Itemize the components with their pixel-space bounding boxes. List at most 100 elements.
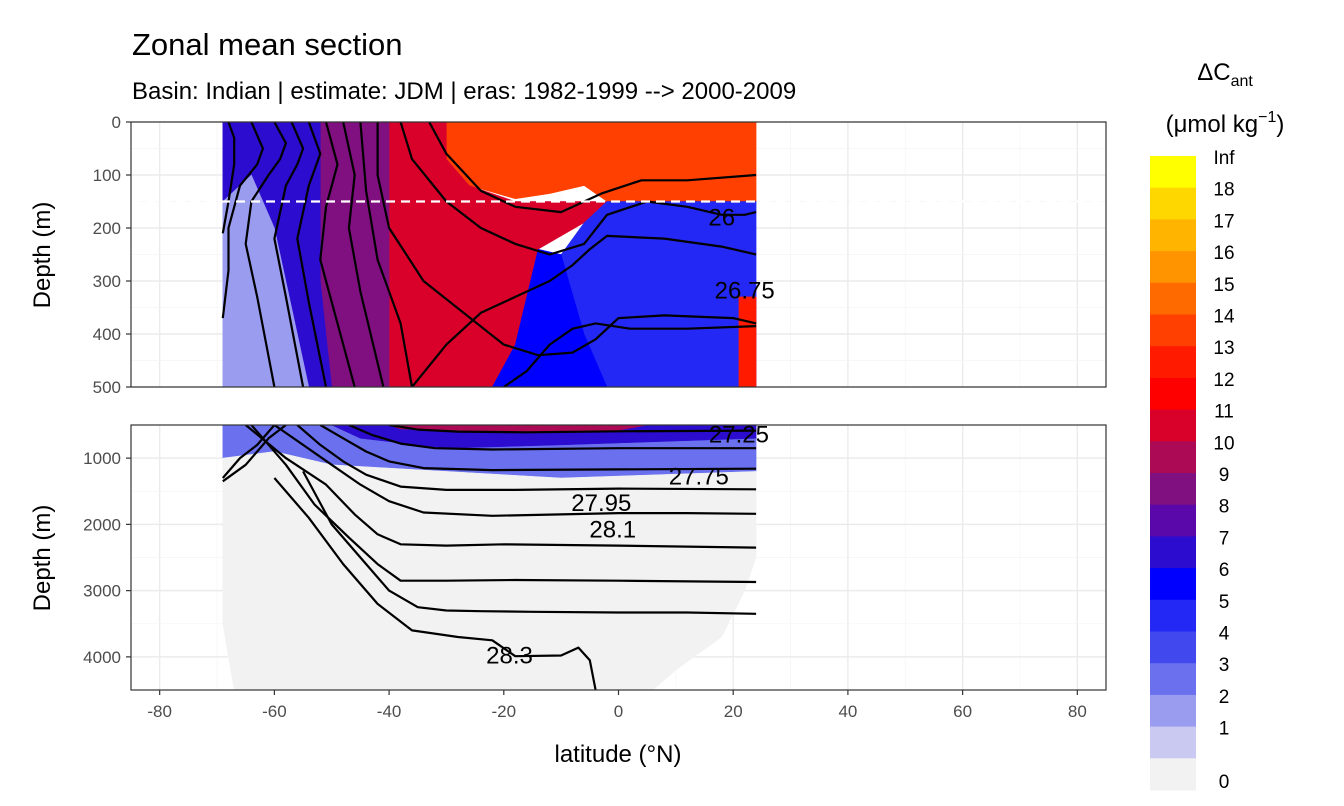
isopycnal-line bbox=[296, 122, 328, 387]
legend-swatch bbox=[1150, 599, 1196, 632]
filled-regions bbox=[222, 425, 757, 690]
legend-label: 6 bbox=[1219, 560, 1230, 581]
legend-swatch bbox=[1150, 187, 1196, 220]
isopycnal-line bbox=[250, 425, 757, 584]
legend-swatch bbox=[1150, 314, 1196, 347]
isopycnal-line bbox=[221, 122, 236, 234]
y-axis-label-lower: Depth (m) bbox=[29, 505, 56, 612]
chart-title: Zonal mean section bbox=[132, 27, 403, 62]
isopycnal-line bbox=[376, 122, 757, 357]
isopycnal-line bbox=[503, 322, 757, 387]
region-level-2 bbox=[222, 174, 310, 387]
legend-swatch bbox=[1150, 726, 1196, 759]
y-tick-label: 3000 bbox=[83, 582, 121, 601]
legend-swatch bbox=[1150, 536, 1196, 569]
legend-label: 0 bbox=[1219, 772, 1230, 793]
legend-swatch bbox=[1150, 156, 1196, 189]
legend-swatch bbox=[1150, 346, 1196, 379]
chart-subtitle: Basin: Indian | estimate: JDM | eras: 19… bbox=[132, 78, 796, 105]
legend-swatch bbox=[1150, 758, 1196, 791]
x-tick-label: 20 bbox=[724, 702, 743, 721]
legend-label: 13 bbox=[1213, 338, 1234, 359]
isopycnal-line bbox=[245, 425, 757, 549]
isopycnal-label: 26.75 bbox=[715, 278, 775, 305]
legend-swatch bbox=[1150, 631, 1196, 664]
isopycnal-line bbox=[411, 234, 757, 387]
x-tick-label: -80 bbox=[147, 702, 172, 721]
y-axis-label-upper: Depth (m) bbox=[29, 202, 56, 309]
legend-label: Inf bbox=[1213, 148, 1235, 169]
panel-border bbox=[130, 121, 1107, 388]
legend-swatch bbox=[1150, 694, 1196, 728]
legend-label: 7 bbox=[1219, 528, 1230, 549]
legend-swatch bbox=[1150, 568, 1196, 601]
isopycnal-label: 27.25 bbox=[709, 421, 769, 448]
isopycnal-line bbox=[302, 470, 757, 615]
region-level-13 bbox=[738, 296, 757, 387]
isopycnal-label: 26 bbox=[708, 204, 735, 231]
legend-swatch bbox=[1150, 409, 1196, 442]
x-axis-label: latitude (°N) bbox=[555, 741, 682, 768]
legend-swatch bbox=[1150, 663, 1196, 696]
legend-label: 14 bbox=[1213, 307, 1235, 328]
legend-swatch bbox=[1150, 282, 1196, 315]
isopycnal-line bbox=[319, 425, 757, 472]
y-tick-label: 500 bbox=[93, 378, 121, 397]
legend-label: 3 bbox=[1219, 655, 1230, 676]
isopycnal-line bbox=[319, 122, 356, 387]
legend-label: 15 bbox=[1213, 275, 1234, 296]
isopycnal-label: 27.95 bbox=[571, 490, 631, 517]
isopycnal-line bbox=[359, 122, 414, 387]
x-tick-label: 60 bbox=[953, 702, 972, 721]
legend-label: 8 bbox=[1219, 497, 1230, 518]
x-tick-label: -60 bbox=[262, 702, 287, 721]
y-tick-label: 1000 bbox=[83, 449, 121, 468]
x-tick-label: -20 bbox=[492, 702, 517, 721]
region-level-6 bbox=[492, 248, 608, 387]
legend-label: 16 bbox=[1213, 243, 1234, 264]
y-tick-label: 4000 bbox=[83, 648, 121, 667]
isopycnal-line bbox=[273, 477, 597, 690]
y-tick-label: 0 bbox=[112, 113, 121, 132]
x-tick-label: 0 bbox=[614, 702, 623, 721]
legend-label: 1 bbox=[1219, 719, 1230, 740]
legend-title: ΔCant bbox=[1197, 59, 1253, 90]
legend-label: 11 bbox=[1214, 402, 1234, 423]
x-tick-label: -40 bbox=[377, 702, 402, 721]
legend-label: 12 bbox=[1213, 370, 1234, 391]
y-tick-label: 2000 bbox=[83, 515, 121, 534]
isopycnal-line bbox=[273, 425, 757, 517]
isopycnal-label: 27.75 bbox=[669, 464, 729, 491]
isopycnal-line bbox=[348, 425, 757, 451]
isopycnal-line bbox=[296, 425, 757, 491]
isopycnal-line bbox=[428, 122, 757, 214]
isopycnal-line bbox=[221, 425, 276, 479]
legend-unit: (μmol kg−1) bbox=[1166, 109, 1285, 138]
legend-swatch bbox=[1150, 504, 1196, 537]
isopycnal-line bbox=[221, 122, 264, 319]
isopycnal-label: 28.3 bbox=[486, 643, 533, 670]
legend-swatch bbox=[1150, 473, 1196, 506]
isopycnal-line bbox=[244, 122, 287, 387]
panel-upper: 26 26.75 0 100 200 300 400 500 bbox=[93, 113, 1107, 397]
legend-label: 18 bbox=[1213, 180, 1234, 201]
legend-label: 17 bbox=[1213, 211, 1234, 232]
legend-label: 2 bbox=[1219, 687, 1230, 708]
legend-label: 9 bbox=[1219, 465, 1230, 486]
isopycnal-line bbox=[388, 425, 757, 434]
isopycnal-line bbox=[273, 122, 305, 387]
filled-regions bbox=[222, 122, 757, 387]
legend-swatch bbox=[1150, 251, 1196, 284]
legend-label: 5 bbox=[1219, 592, 1230, 613]
x-tick-label: 40 bbox=[838, 702, 857, 721]
legend-label: 10 bbox=[1213, 433, 1234, 454]
legend-label: 4 bbox=[1219, 624, 1230, 645]
isopycnal-label: 28.1 bbox=[589, 517, 636, 544]
region-level-14 bbox=[446, 122, 757, 202]
isopycnal-lines bbox=[221, 425, 757, 690]
legend-swatch bbox=[1150, 377, 1196, 411]
y-tick-label: 400 bbox=[93, 325, 121, 344]
